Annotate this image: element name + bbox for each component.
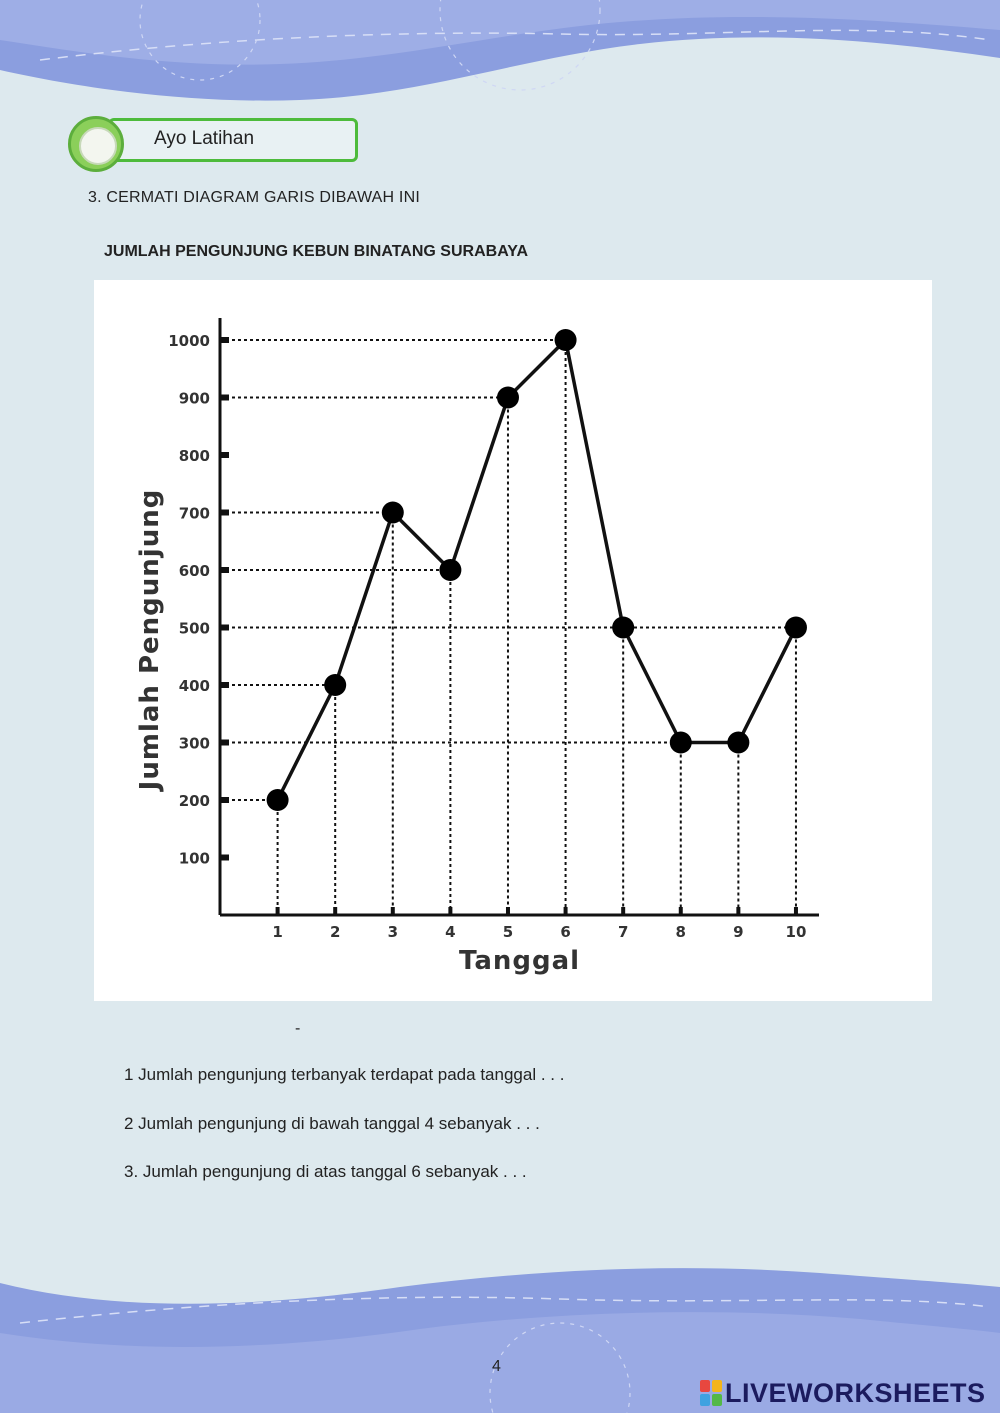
y-tick <box>220 452 229 458</box>
y-tick <box>220 624 229 631</box>
badge-label: Ayo Latihan <box>154 128 255 149</box>
section-badge: Ayo Latihan <box>68 116 360 172</box>
y-tick <box>220 567 229 573</box>
data-point <box>727 731 750 754</box>
y-tick <box>220 337 229 343</box>
question-1: 1 Jumlah pengunjung terbanyak terdapat p… <box>124 1065 565 1084</box>
x-tick-label: 10 <box>786 923 807 941</box>
data-point <box>381 501 404 524</box>
x-tick <box>563 907 568 915</box>
x-tick-label: 9 <box>733 923 743 941</box>
y-tick-label: 400 <box>179 677 210 695</box>
x-tick-label: 6 <box>560 923 570 941</box>
y-tick <box>220 797 229 803</box>
liveworksheets-icon <box>700 1380 722 1406</box>
y-tick-label: 200 <box>179 792 210 810</box>
line-chart: 100 200 300 400 500 600 700 800 900 1000 1 2 3 4 5 6 7 8 9… <box>135 318 819 976</box>
x-tick <box>678 907 683 915</box>
x-tick <box>793 907 798 915</box>
x-tick <box>736 907 741 915</box>
badge-logo-icon <box>68 116 124 172</box>
y-tick-label: 100 <box>179 850 210 868</box>
data-point <box>439 559 462 581</box>
x-tick <box>505 907 510 915</box>
x-tick-label: 4 <box>445 923 455 941</box>
chart-title: JUMLAH PENGUNJUNG KEBUN BINATANG SURABAY… <box>104 243 529 260</box>
x-tick-label: 7 <box>618 923 628 941</box>
top-wave-decoration <box>0 0 1000 101</box>
y-tick-label: 800 <box>179 447 210 465</box>
x-tick-label: 3 <box>388 923 398 941</box>
x-tick-label: 8 <box>676 923 686 941</box>
x-axis-label: Tanggal <box>459 946 580 976</box>
chart-panel: 100 200 300 400 500 600 700 800 900 1000 1 2 3 4 5 6 7 8 9… <box>94 280 932 1001</box>
question-2: 2 Jumlah pengunjung di bawah tanggal 4 s… <box>124 1114 540 1133</box>
x-tick <box>275 907 280 915</box>
data-point <box>612 616 635 639</box>
y-tick <box>220 394 229 401</box>
y-tick-label: 600 <box>179 562 210 580</box>
data-point <box>324 674 347 696</box>
series-line <box>276 338 798 801</box>
y-tick <box>220 682 229 688</box>
liveworksheets-wordmark: LIVEWORKSHEETS <box>725 1377 986 1408</box>
y-tick-label: 900 <box>179 390 210 408</box>
page-number: 4 <box>492 1358 501 1375</box>
data-point <box>554 329 577 351</box>
y-tick <box>220 854 229 861</box>
y-tick-label: 700 <box>179 505 210 523</box>
y-tick <box>220 509 229 516</box>
dash-mark: - <box>295 1020 301 1037</box>
x-tick <box>333 907 338 915</box>
data-point <box>266 789 289 811</box>
x-tick-label: 1 <box>272 923 282 941</box>
y-tick-label: 500 <box>179 620 210 638</box>
y-axis-label: Jumlah Pengunjung <box>135 489 165 793</box>
data-point <box>784 616 807 639</box>
question-3: 3. Jumlah pengunjung di atas tanggal 6 s… <box>124 1162 527 1181</box>
x-tick <box>390 907 395 915</box>
y-tick-label: 300 <box>179 735 210 753</box>
y-tick <box>220 739 229 746</box>
liveworksheets-logo: LIVEWORKSHEETS <box>700 1376 986 1410</box>
data-point <box>669 731 692 754</box>
bottom-wave-decoration <box>0 1268 1000 1413</box>
data-point <box>496 386 519 409</box>
x-tick <box>448 907 453 915</box>
y-tick-label: 1000 <box>168 332 210 350</box>
x-tick-label: 5 <box>503 923 513 941</box>
instruction-text: 3. CERMATI DIAGRAM GARIS DIBAWAH INI <box>88 189 420 206</box>
x-tick-label: 2 <box>330 923 340 941</box>
x-tick <box>621 907 626 915</box>
